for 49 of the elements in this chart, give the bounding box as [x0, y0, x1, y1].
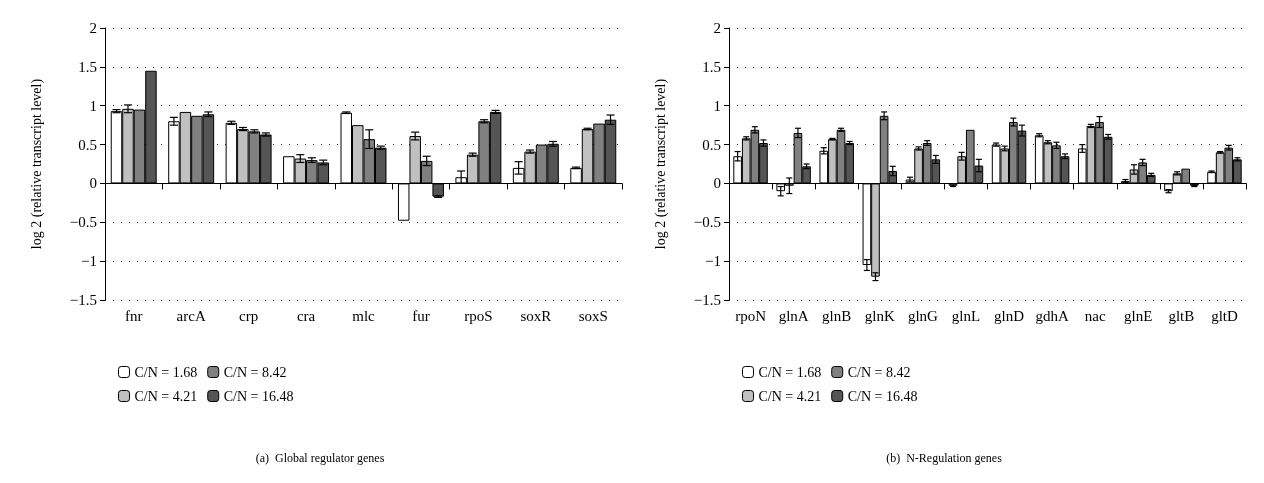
x-tick-label: glnK	[864, 307, 895, 324]
y-tick-label: 1	[89, 97, 97, 114]
legend-label: C/N = 8.42	[223, 364, 287, 380]
y-tick-label: −1.5	[693, 292, 721, 308]
x-tick-label: gltB	[1168, 307, 1195, 324]
y-tick-label: 2	[713, 20, 721, 36]
y-tick-label: −1.5	[69, 292, 97, 308]
legend-label: C/N = 1.68	[758, 364, 822, 380]
x-tick-label: nac	[1084, 307, 1106, 324]
y-tick-label: 0.5	[78, 136, 97, 153]
text: (b) N-Regulation genes	[886, 451, 1003, 465]
y-tick-label: 1.5	[78, 58, 97, 75]
y-tick-label: 0	[89, 175, 97, 192]
x-tick-label: glnG	[907, 307, 939, 324]
y-tick-label: 2	[89, 20, 97, 36]
legend-label: C/N = 4.21	[134, 388, 198, 404]
x-tick-label: glnB	[822, 307, 852, 324]
x-tick-label: rpoS	[464, 307, 493, 324]
y-tick-label: −0.5	[693, 214, 721, 231]
x-tick-label: glnD	[994, 307, 1025, 324]
y-tick-label: 0.5	[702, 136, 721, 153]
legend-label: C/N = 4.21	[758, 388, 822, 404]
y-tick-label: 1	[713, 97, 721, 114]
y-tick-label: −0.5	[69, 214, 97, 231]
x-tick-label: cra	[296, 307, 316, 324]
y-axis-title: log 2 (relative transcript level)	[28, 78, 45, 250]
y-tick-label: −1	[81, 253, 97, 270]
x-tick-label: glnA	[778, 307, 809, 324]
x-tick-label: glnE	[1124, 307, 1153, 324]
legend-label: C/N = 16.48	[223, 388, 294, 404]
x-tick-label: arcA	[176, 307, 206, 324]
x-tick-label: crp	[239, 307, 259, 324]
x-tick-label: gdhA	[1035, 307, 1069, 324]
x-tick-label: soxR	[520, 307, 552, 324]
x-tick-label: glnL	[951, 307, 981, 324]
x-tick-label: mlc	[352, 307, 376, 324]
y-axis-title: log 2 (relative transcript level)	[652, 78, 669, 250]
legend-label: C/N = 16.48	[847, 388, 918, 404]
x-tick-label: fnr	[124, 307, 143, 324]
y-tick-label: −1	[705, 253, 721, 270]
x-tick-label: fur	[412, 307, 430, 324]
text: (a) Global regulator genes	[255, 451, 385, 465]
x-tick-label: gltD	[1211, 307, 1238, 324]
y-tick-label: 0	[713, 175, 721, 192]
legend-label: C/N = 8.42	[847, 364, 911, 380]
legend-label: C/N = 1.68	[134, 364, 198, 380]
x-tick-label: soxS	[578, 307, 608, 324]
x-tick-label: rpoN	[735, 307, 767, 324]
y-tick-label: 1.5	[702, 58, 721, 75]
